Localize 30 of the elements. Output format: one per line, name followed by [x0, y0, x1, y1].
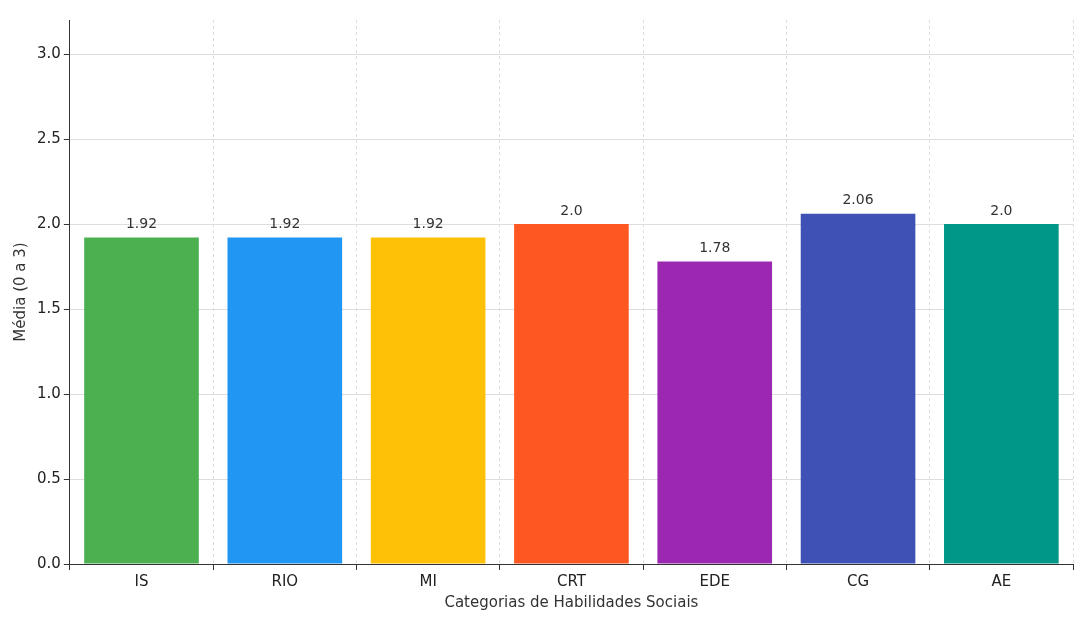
x-tick-label: CRT — [556, 571, 587, 590]
x-tick-label: CG — [846, 571, 870, 590]
data-label: 1.92 — [125, 215, 158, 232]
y-tick-label: 0.5 — [37, 468, 61, 487]
x-tick-label: RIO — [271, 571, 299, 590]
data-label: 2.0 — [990, 201, 1013, 218]
data-label: 2.06 — [842, 191, 874, 208]
x-tick-label: EDE — [699, 571, 730, 590]
bar — [370, 237, 486, 564]
bar — [84, 237, 199, 564]
x-tick-label: AE — [991, 571, 1012, 590]
y-tick-label: 1.0 — [37, 383, 61, 402]
y-tick-label: 2.0 — [37, 213, 61, 232]
x-axis-title: Categorias de Habilidades Sociais — [444, 592, 699, 611]
y-tick-label: 1.5 — [37, 298, 61, 317]
bar — [944, 224, 1059, 564]
bar — [514, 224, 629, 564]
data-label: 1.92 — [269, 215, 301, 232]
bar — [227, 237, 343, 564]
x-tick-label: IS — [134, 571, 149, 590]
data-label: 1.92 — [412, 215, 444, 232]
data-label: 2.0 — [560, 201, 583, 218]
y-axis-title: Média (0 a 3) — [10, 242, 29, 342]
y-tick-label: 2.5 — [37, 128, 61, 147]
bar — [657, 261, 773, 564]
y-tick-label: 3.0 — [37, 43, 61, 62]
data-label: 1.78 — [699, 239, 731, 256]
y-tick-label: 0.0 — [37, 553, 61, 572]
x-tick-label: MI — [419, 571, 437, 590]
bar — [800, 213, 916, 564]
